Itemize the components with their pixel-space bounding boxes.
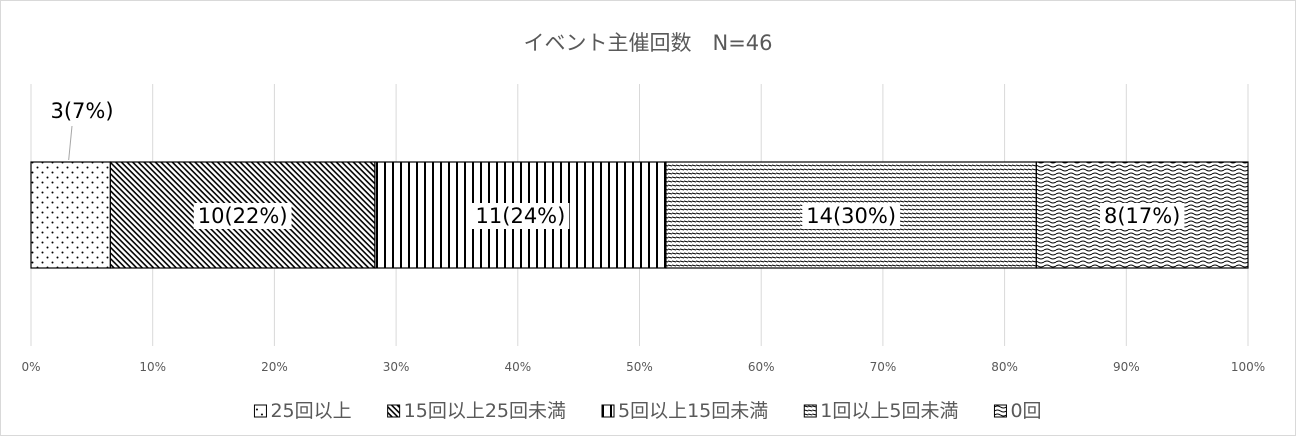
- legend-label: 25回以上: [270, 400, 351, 422]
- legend-swatch: [601, 404, 615, 418]
- legend-swatch: [253, 404, 267, 418]
- x-tick-label: 10%: [139, 360, 166, 374]
- legend-swatch: [993, 404, 1007, 418]
- data-label-group: 8(17%): [1099, 203, 1185, 229]
- data-label: 10(22%): [198, 204, 288, 228]
- data-label-group: 10(22%): [193, 203, 292, 229]
- legend-item: 25回以上: [253, 400, 352, 422]
- x-tick-label: 90%: [1113, 360, 1140, 374]
- bar-segment: [30, 161, 111, 269]
- legend-item: 15回以上25回未満: [387, 400, 566, 422]
- data-label: 8(17%): [1104, 204, 1180, 228]
- legend-label: 1回以上5回未満: [820, 400, 958, 422]
- legend-item: 1回以上5回未満: [803, 400, 958, 422]
- data-label-background: [471, 203, 570, 229]
- data-label-background: [802, 203, 901, 229]
- data-label-group: 11(24%): [471, 203, 570, 229]
- legend-label: 0回: [1010, 400, 1041, 422]
- data-label: 3(7%): [50, 99, 113, 123]
- x-tick-label: 80%: [991, 360, 1018, 374]
- legend-label: 15回以上25回未満: [404, 400, 566, 422]
- x-tick-label: 0%: [21, 360, 40, 374]
- x-tick-label: 60%: [748, 360, 775, 374]
- legend-swatch: [387, 404, 401, 418]
- data-label: 14(30%): [806, 204, 896, 228]
- x-axis-ticks: 0% 10% 20% 30% 40% 50% 60% 70% 80% 90% 100%: [21, 360, 1265, 374]
- legend-item: 5回以上15回未満: [601, 400, 768, 422]
- x-tick-label: 50%: [626, 360, 653, 374]
- x-tick-label: 100%: [1231, 360, 1265, 374]
- data-label-group: 14(30%): [802, 203, 901, 229]
- legend-label: 5回以上15回未満: [618, 400, 768, 422]
- x-tick-label: 30%: [383, 360, 410, 374]
- legend-swatch: [803, 404, 817, 418]
- data-label-background: [193, 203, 292, 229]
- legend-item: 0回: [993, 400, 1042, 422]
- data-labels: 3(7%) 10(22%) 11(24%) 14(30%) 8(17%): [50, 99, 1185, 229]
- x-tick-label: 20%: [261, 360, 288, 374]
- chart-title: イベント主催回数 N=46: [523, 31, 772, 55]
- leader-line: [68, 125, 73, 161]
- x-tick-label: 70%: [870, 360, 897, 374]
- x-tick-label: 40%: [504, 360, 531, 374]
- data-label: 11(24%): [476, 204, 566, 228]
- legend: 25回以上 15回以上25回未満 5回以上15回未満 1回以上5回未満 0回: [253, 400, 1042, 422]
- data-label-background: [1099, 203, 1185, 229]
- bar-segments: [30, 161, 1249, 269]
